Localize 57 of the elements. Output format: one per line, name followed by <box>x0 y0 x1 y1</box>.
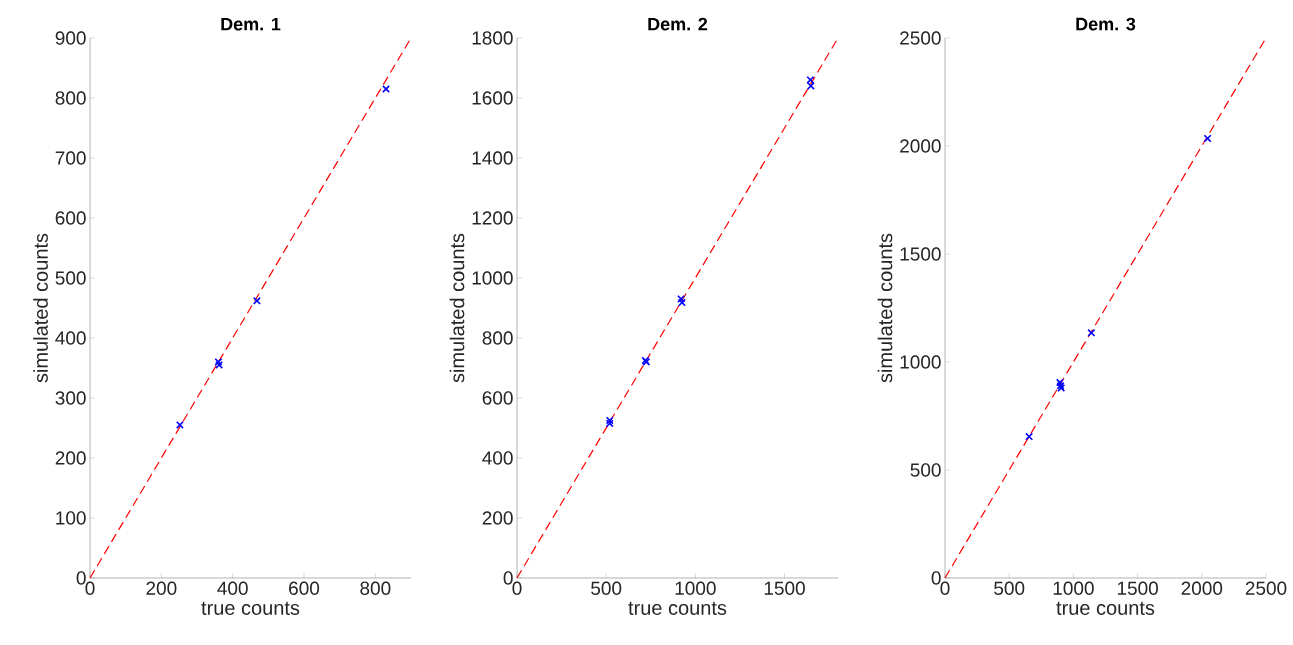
x-tick-label: 500 <box>591 581 622 595</box>
y-tick-label: 1800 <box>472 31 513 45</box>
y-tick-label: 800 <box>482 331 513 345</box>
y-tick-label: 400 <box>482 451 513 465</box>
point <box>806 82 815 90</box>
y-tick-label: 2000 <box>900 139 941 153</box>
x-tick-label: 400 <box>217 581 248 595</box>
y-tick-label: 700 <box>55 151 86 165</box>
y-tick-label: 1000 <box>472 271 513 285</box>
x-axis-title: true counts <box>1056 601 1155 615</box>
chart-title: Dem. 3 <box>1076 17 1136 31</box>
y-tick-label: 500 <box>910 463 941 477</box>
x-tick-label: 200 <box>146 581 177 595</box>
y-tick-label: 1400 <box>472 151 513 165</box>
y-tick-label: 0 <box>931 571 941 585</box>
y-axis-title: simulated counts <box>33 233 48 383</box>
y-axis-title: simulated counts <box>877 233 893 383</box>
y-tick-label: 1000 <box>900 355 941 369</box>
x-axis-title: true counts <box>628 601 727 615</box>
chart-title: Dem. 1 <box>221 17 281 31</box>
point <box>677 295 686 303</box>
y-tick-label: 0 <box>76 571 86 585</box>
point <box>1203 134 1212 143</box>
x-tick-label: 2500 <box>1245 581 1287 595</box>
y-axis-title: simulated counts <box>449 233 465 383</box>
y-tick-label: 600 <box>482 391 513 405</box>
y-tick-label: 200 <box>482 511 513 525</box>
y-tick-label: 1200 <box>472 211 513 225</box>
x-tick-label: 1000 <box>675 581 716 595</box>
y-tick-label: 900 <box>55 31 86 45</box>
x-tick-label: 1000 <box>1053 581 1094 595</box>
y-tick-label: 300 <box>55 391 86 405</box>
x-tick-label: 800 <box>360 581 391 595</box>
chart-title: Dem. 2 <box>648 17 708 31</box>
x-tick-label: 0 <box>85 581 95 595</box>
y-tick-label: 400 <box>55 331 86 345</box>
x-tick-label: 1500 <box>764 581 805 595</box>
x-tick-label: 0 <box>940 581 950 595</box>
y-tick-label: 0 <box>503 571 513 585</box>
point <box>382 85 391 93</box>
x-tick-label: 500 <box>994 581 1025 595</box>
y-tick-label: 600 <box>55 211 86 225</box>
y-tick-label: 100 <box>56 511 86 525</box>
point <box>175 421 184 429</box>
point <box>1025 432 1034 441</box>
x-tick-label: 600 <box>289 581 320 595</box>
y-tick-label: 200 <box>55 451 86 465</box>
y-tick-label: 800 <box>55 91 86 105</box>
x-tick-label: 2000 <box>1181 581 1223 595</box>
x-tick-label: 0 <box>512 581 522 595</box>
x-axis-title: true counts <box>201 601 300 615</box>
point <box>252 296 261 305</box>
x-tick-label: 1500 <box>1117 581 1158 595</box>
y-tick-label: 500 <box>55 271 86 285</box>
y-tick-label: 1500 <box>900 247 941 261</box>
y-tick-label: 1600 <box>472 91 513 105</box>
y-tick-label: 2500 <box>900 31 941 45</box>
